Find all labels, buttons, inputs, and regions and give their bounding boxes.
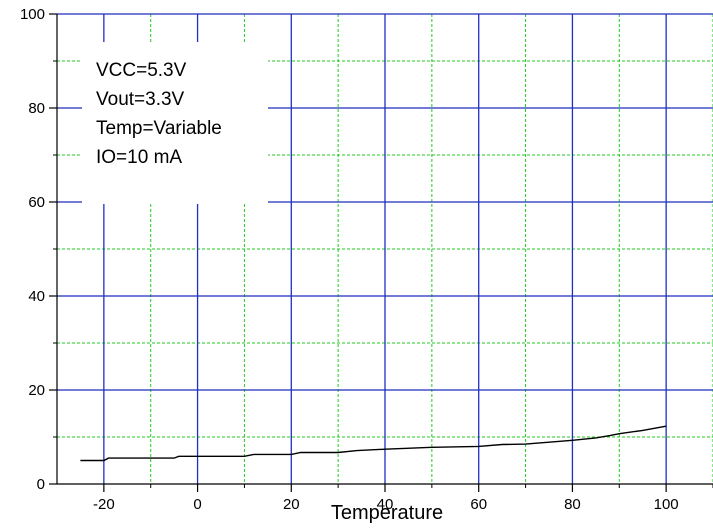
annotations: VCC=5.3V Vout=3.3V Temp=Variable IO=10 mA [96, 60, 222, 168]
annotation-text: Temp=Variable [96, 118, 222, 139]
y-tick-label: 40 [28, 288, 45, 305]
x-tick-label: 80 [564, 496, 581, 513]
x-tick-label: 100 [654, 496, 679, 513]
x-axis-label: Temperature [331, 502, 443, 524]
annotation-text: Vout=3.3V [96, 89, 185, 110]
series-line [80, 425, 667, 462]
annotation-text: VCC=5.3V [96, 60, 187, 81]
major-grid [57, 13, 713, 484]
axes [49, 13, 713, 492]
y-tick-label: 0 [37, 476, 45, 493]
tick-labels: 0 20 40 60 80 100 -20 0 20 40 60 80 100 [20, 6, 679, 513]
y-tick-label: 80 [28, 100, 45, 117]
series-group [80, 425, 667, 462]
annotation-text: IO=10 mA [96, 147, 182, 168]
y-tick-label: 100 [20, 6, 45, 23]
y-tick-label: 20 [28, 382, 45, 399]
annotation-box [82, 42, 268, 204]
x-tick-label: 20 [283, 496, 300, 513]
x-tick-label: 60 [470, 496, 487, 513]
x-tick-label: 0 [193, 496, 201, 513]
minor-grid [57, 14, 713, 484]
x-tick-label: 40 [377, 496, 394, 513]
y-tick-label: 60 [28, 194, 45, 211]
x-tick-label: -20 [93, 496, 115, 513]
